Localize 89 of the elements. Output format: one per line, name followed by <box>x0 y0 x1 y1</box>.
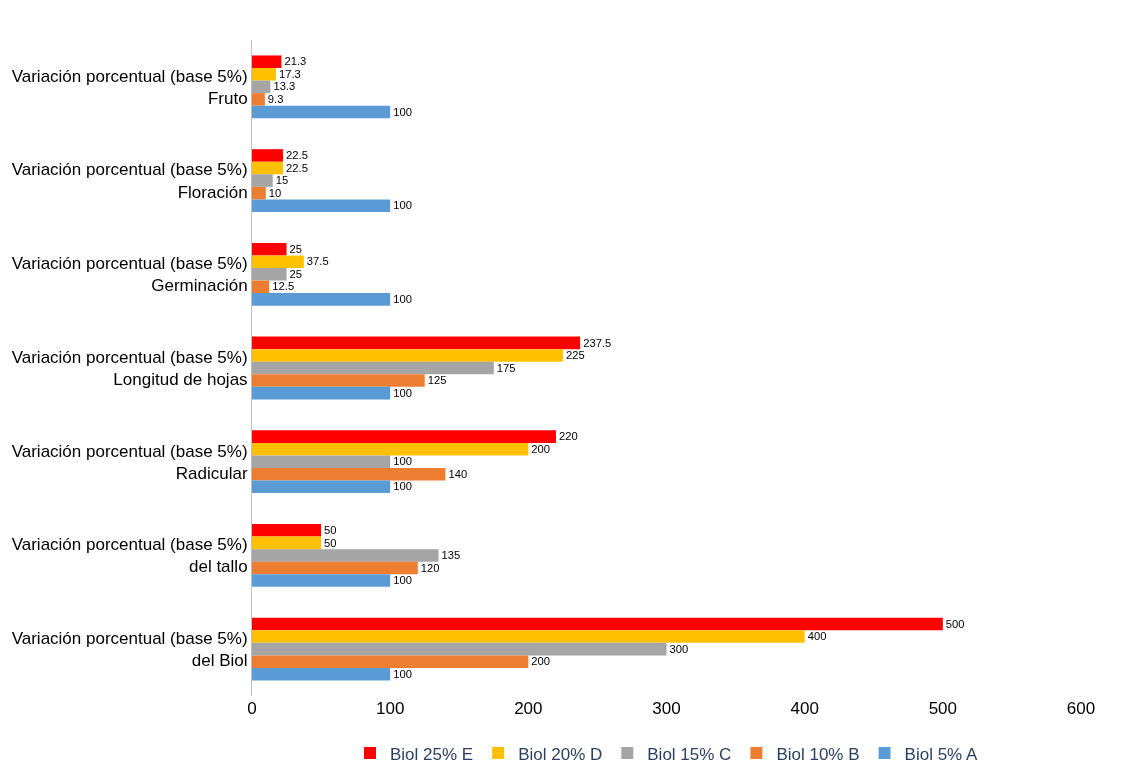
y-tick-label: Variación porcentual (base 5%) Fruto <box>11 66 248 108</box>
data-label: 200 <box>531 442 551 455</box>
bar <box>252 642 667 656</box>
data-label: 175 <box>496 361 516 374</box>
bar <box>252 161 284 175</box>
data-label: 15 <box>275 174 289 187</box>
bar <box>252 174 273 187</box>
bar <box>252 480 391 494</box>
bar <box>252 455 391 468</box>
y-tick-label: Variación porcentual (base 5%) Floración <box>11 160 248 202</box>
data-label: 100 <box>393 386 412 399</box>
bar <box>252 630 805 643</box>
bar <box>252 242 287 256</box>
x-tick-label: 500 <box>928 699 958 718</box>
bar <box>252 374 425 387</box>
bar <box>252 255 304 269</box>
bar <box>252 93 265 106</box>
bar <box>252 617 943 631</box>
bar <box>252 293 391 306</box>
data-label: 100 <box>393 455 412 468</box>
bar <box>252 55 282 69</box>
data-label: 10 <box>268 186 282 199</box>
data-label: 22.5 <box>286 149 308 162</box>
bar <box>252 349 563 362</box>
bar <box>252 467 446 481</box>
data-label: 220 <box>558 430 578 443</box>
legend-label: Biol 25% E <box>390 744 474 764</box>
data-label: 300 <box>669 642 689 655</box>
data-label: 200 <box>531 655 551 668</box>
data-label: 50 <box>324 536 337 549</box>
data-label: 120 <box>420 561 440 574</box>
bar <box>252 149 284 162</box>
bar <box>252 68 276 81</box>
bar <box>252 430 556 443</box>
bar <box>252 442 529 456</box>
data-label: 100 <box>393 574 412 587</box>
x-tick-label: 400 <box>790 699 819 718</box>
bar <box>252 280 270 294</box>
x-tick-label: 200 <box>514 699 543 718</box>
data-label: 140 <box>448 467 468 480</box>
data-label: 100 <box>393 480 412 493</box>
data-label: 125 <box>427 374 447 387</box>
data-label: 9.3 <box>267 93 284 106</box>
data-label: 100 <box>393 293 412 306</box>
bar <box>252 561 418 575</box>
data-label: 135 <box>441 549 461 562</box>
data-label: 100 <box>393 199 412 212</box>
bar <box>252 105 391 119</box>
data-label: 400 <box>807 630 827 643</box>
data-label: 100 <box>393 667 412 680</box>
y-tick-label: Variación porcentual (base 5%) Longitud de hojas <box>11 347 248 389</box>
y-tick-label: Variación porcentual (base 5%) Radicular <box>11 441 248 483</box>
bar <box>252 549 439 562</box>
x-tick-label: 300 <box>652 699 681 718</box>
data-label: 237.5 <box>583 336 612 349</box>
bar <box>252 667 391 681</box>
data-label: 100 <box>393 105 412 118</box>
x-tick-label: 100 <box>375 699 405 718</box>
data-label: 500 <box>945 617 965 630</box>
bar <box>252 80 271 94</box>
bar <box>252 268 287 281</box>
data-label: 50 <box>324 523 337 536</box>
y-tick-label: Variación porcentual (base 5%) Germinación <box>11 254 248 296</box>
bar <box>252 536 322 550</box>
legend-label: Biol 5% A <box>904 744 978 764</box>
bar <box>252 361 494 375</box>
data-label: 21.3 <box>284 55 307 68</box>
bar <box>252 386 391 400</box>
data-label: 12.5 <box>272 280 295 293</box>
data-label: 22.5 <box>286 161 308 174</box>
legend-label: Biol 15% C <box>647 744 732 764</box>
data-label: 13.3 <box>273 80 296 93</box>
bar <box>252 524 322 537</box>
x-tick-label: 600 <box>1066 699 1096 718</box>
y-tick-label: Variación porcentual (base 5%) del Biol <box>11 629 248 671</box>
legend-label: Biol 10% B <box>776 744 860 764</box>
bar <box>252 199 391 212</box>
x-tick-label: 0 <box>247 699 257 718</box>
bar <box>252 336 581 350</box>
data-label: 225 <box>565 349 585 362</box>
legend-label: Biol 20% D <box>518 744 603 764</box>
data-label: 25 <box>289 242 303 255</box>
bar <box>252 186 266 200</box>
bar <box>252 655 529 668</box>
bar <box>252 574 391 587</box>
data-label: 37.5 <box>306 255 329 268</box>
data-label: 17.3 <box>278 67 301 80</box>
y-tick-label: Variación porcentual (base 5%) del tallo <box>11 535 248 577</box>
data-label: 25 <box>289 267 303 280</box>
